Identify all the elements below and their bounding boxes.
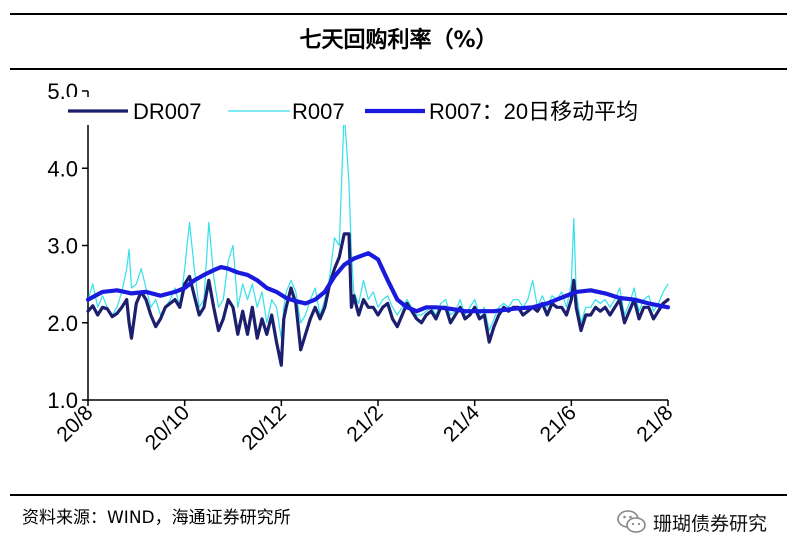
y-tick-label: 4.0 — [47, 156, 78, 181]
chart-title: 七天回购利率（%） — [299, 28, 498, 53]
legend-label: R007 — [292, 99, 345, 124]
watermark: 珊瑚债券研究 — [617, 506, 767, 538]
axes: 1.02.03.04.05.020/8 20/10 20/12 21/2 21/4 21/… — [47, 79, 677, 455]
x-tick-label: 20/10 — [141, 401, 194, 454]
wechat-icon — [617, 510, 646, 533]
x-tick-label: 20/12 — [237, 401, 290, 454]
top-rule — [10, 13, 787, 15]
y-tick-label: 2.0 — [47, 311, 78, 336]
x-tick-label: 21/2 — [342, 401, 387, 446]
title-rule — [10, 68, 787, 70]
legend: DR007 R007 R007：20日移动平均 — [66, 97, 689, 125]
y-tick-label: 3.0 — [47, 234, 78, 259]
series-line-r007 — [87, 109, 669, 339]
bottom-rule — [10, 494, 787, 496]
x-tick-label: 21/4 — [439, 401, 484, 446]
series-layer — [85, 109, 671, 367]
chart-canvas: 1.02.03.04.05.020/8 20/10 20/12 21/2 21/4 21/… — [47, 79, 689, 455]
x-tick-label: 21/6 — [536, 401, 581, 446]
series-line-r007-ma20 — [85, 251, 671, 314]
x-tick-label: 21/8 — [632, 401, 677, 446]
legend-label: DR007 — [133, 99, 201, 124]
y-tick-label: 1.0 — [47, 388, 78, 413]
legend-label: R007：20日移动平均 — [429, 99, 638, 124]
watermark-text: 珊瑚债券研究 — [653, 512, 768, 535]
series-line-dr007 — [86, 232, 670, 367]
source-note: 资料来源：WIND，海通证券研究所 — [22, 508, 291, 528]
